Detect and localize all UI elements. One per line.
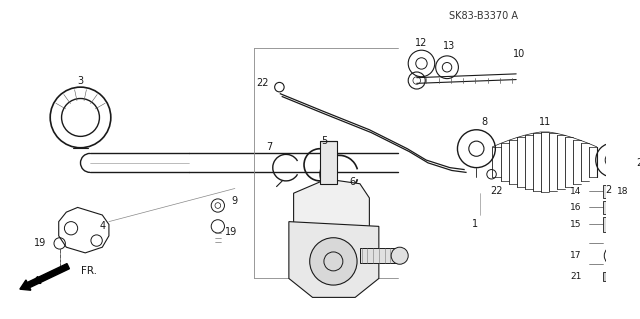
- Text: 21: 21: [570, 272, 582, 281]
- Polygon shape: [289, 222, 379, 297]
- Bar: [604, 185, 622, 198]
- Text: 12: 12: [415, 38, 428, 48]
- Text: 4: 4: [99, 221, 106, 231]
- Text: 14: 14: [570, 187, 582, 196]
- Bar: [320, 141, 337, 184]
- Bar: [360, 248, 398, 263]
- Text: 10: 10: [513, 49, 525, 59]
- Text: 3: 3: [77, 77, 84, 86]
- FancyArrow shape: [20, 263, 69, 290]
- Text: FR.: FR.: [81, 266, 97, 276]
- Polygon shape: [294, 179, 369, 250]
- Text: 2: 2: [605, 185, 611, 195]
- Text: 11: 11: [538, 117, 550, 127]
- Bar: [604, 201, 622, 214]
- Text: 7: 7: [266, 142, 272, 152]
- Text: 15: 15: [570, 220, 582, 229]
- Text: 18: 18: [616, 187, 628, 196]
- Text: 9: 9: [232, 196, 238, 206]
- Text: 22: 22: [256, 78, 269, 88]
- Text: 17: 17: [570, 251, 582, 260]
- Text: 16: 16: [570, 203, 582, 212]
- Text: 8: 8: [481, 117, 487, 127]
- Text: 6: 6: [349, 177, 355, 187]
- Circle shape: [391, 247, 408, 264]
- Text: 22: 22: [490, 186, 502, 196]
- Text: 1: 1: [472, 219, 479, 229]
- Text: 13: 13: [443, 41, 455, 51]
- Bar: [604, 272, 624, 281]
- Text: 5: 5: [321, 136, 327, 146]
- Text: 20: 20: [636, 158, 640, 168]
- Bar: [604, 217, 624, 232]
- Text: 19: 19: [34, 238, 46, 249]
- Text: SK83-B3370 A: SK83-B3370 A: [449, 11, 518, 21]
- Text: 19: 19: [225, 227, 237, 237]
- Circle shape: [310, 238, 357, 285]
